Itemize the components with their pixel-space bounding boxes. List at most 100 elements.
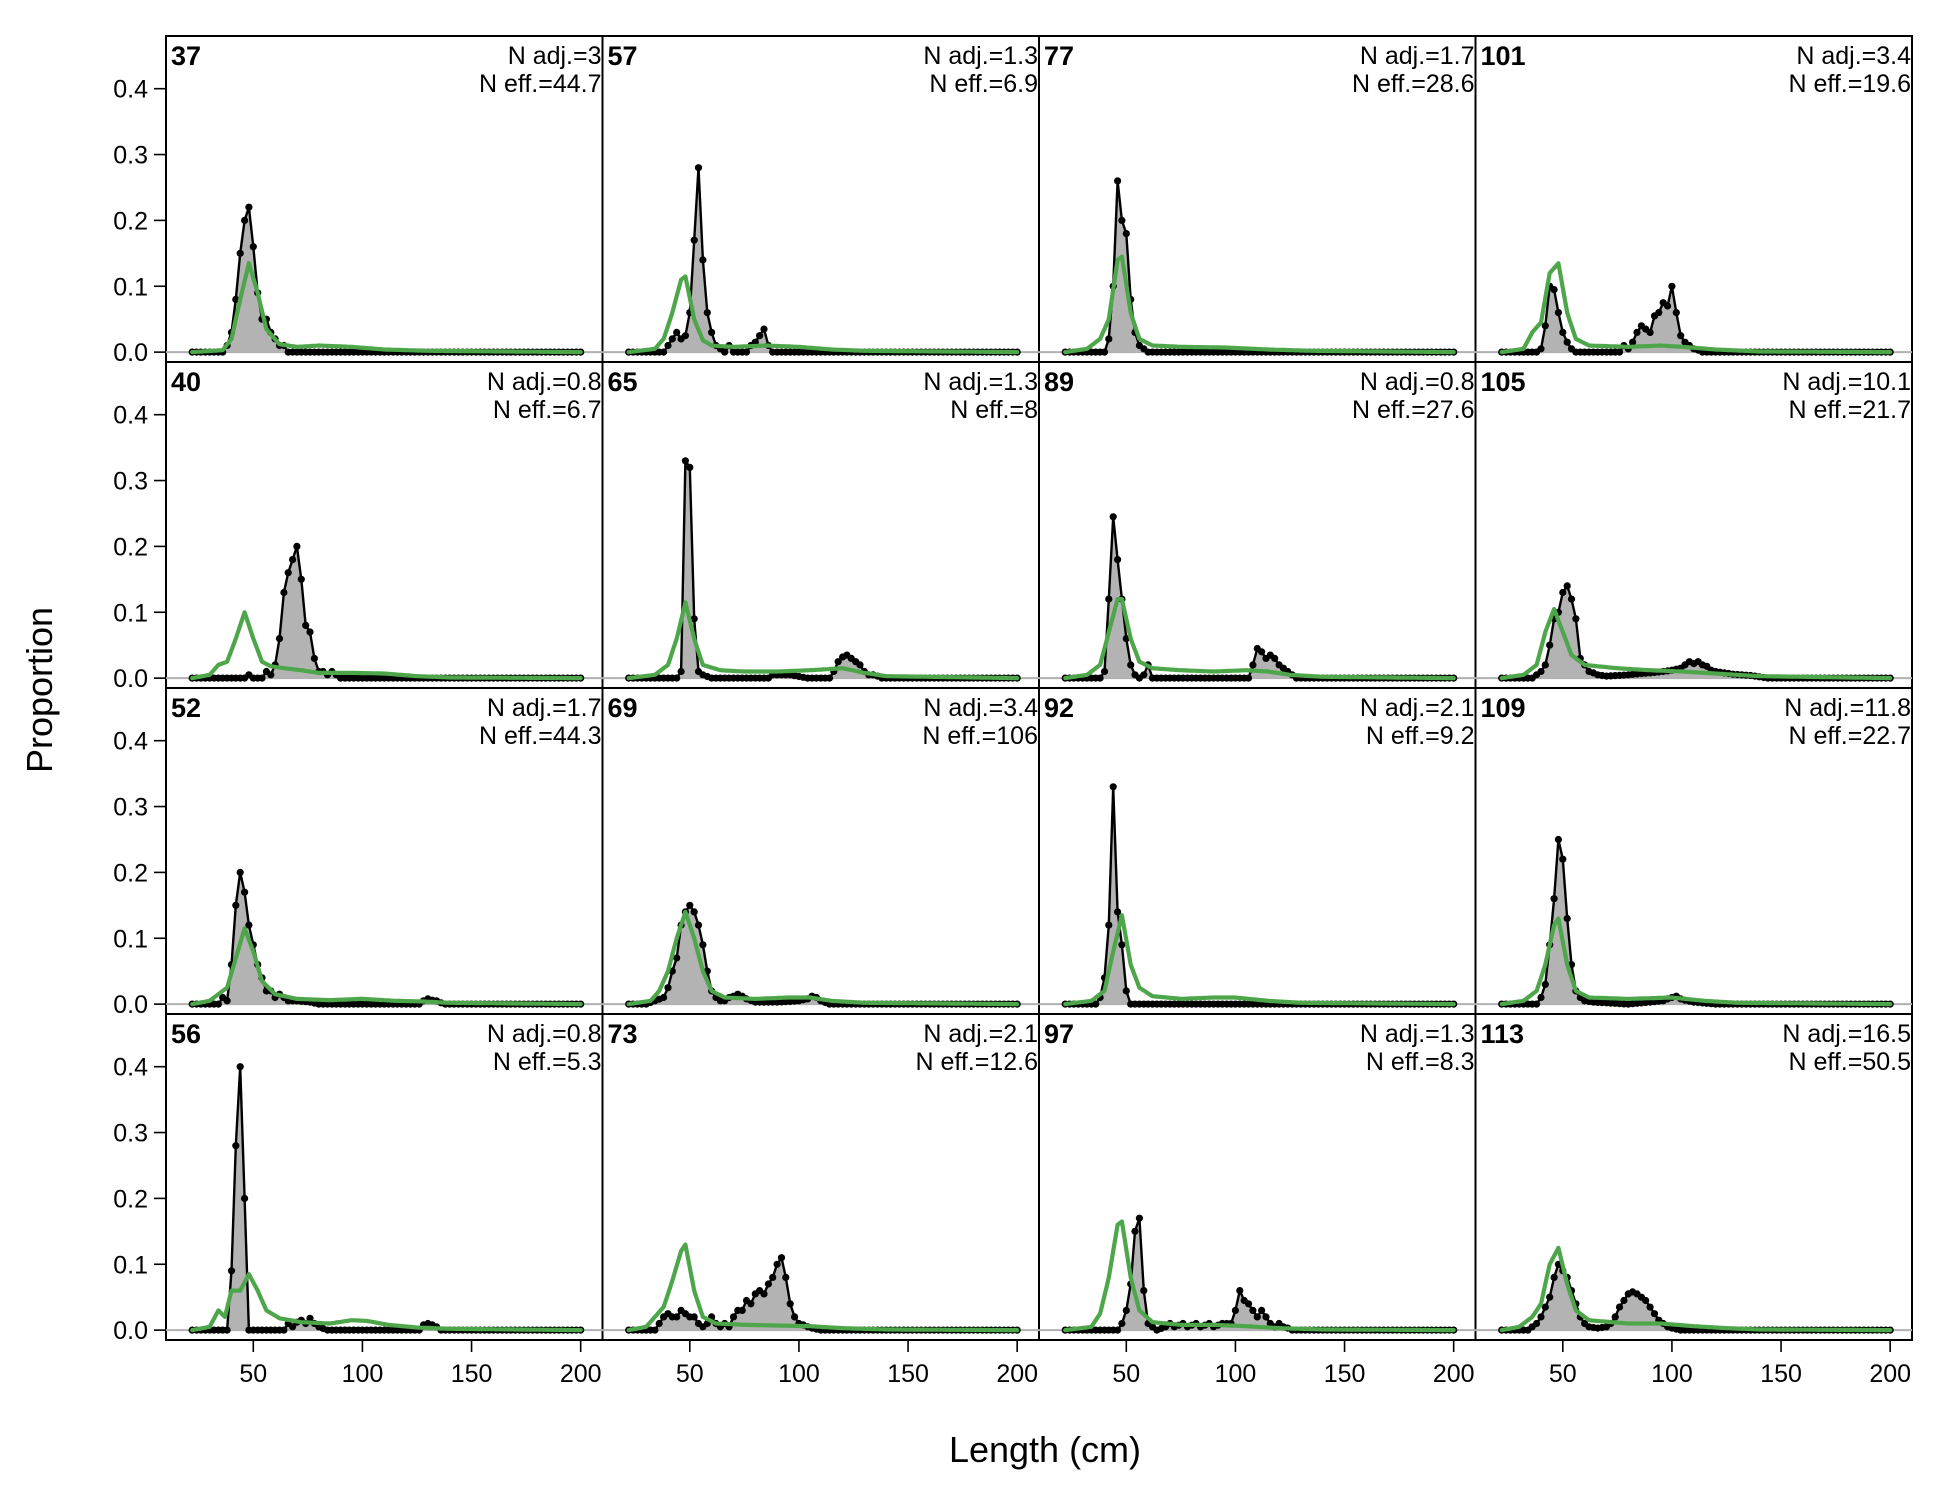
x-tick-label: 100 <box>1651 1360 1693 1388</box>
n-adj-label: N adj.=1.3 <box>923 368 1038 396</box>
y-tick-label: 0.3 <box>113 468 148 496</box>
y-tick-label: 0.4 <box>113 76 148 104</box>
observed-point <box>1537 1313 1545 1321</box>
observed-point <box>1646 1303 1654 1311</box>
observed-area <box>628 905 1018 1005</box>
panel-label: 77 <box>1044 41 1074 71</box>
panel-69: 69 N adj.=3.4N eff.=106 <box>602 693 1039 1008</box>
observed-point <box>664 341 672 350</box>
observed-point <box>1122 1306 1130 1314</box>
n-adj-label: N adj.=2.1 <box>1360 694 1475 722</box>
observed-point <box>1620 1296 1628 1305</box>
expected-line <box>1499 1245 1893 1333</box>
observed-point <box>1253 1313 1261 1321</box>
panel-label: 89 <box>1044 367 1074 397</box>
n-adj-label: N adj.=0.8 <box>1360 368 1475 396</box>
panel-89: 89 N adj.=0.8N eff.=27.6 <box>1039 367 1476 682</box>
observed-point <box>1096 674 1104 682</box>
panel-65: 65 N adj.=1.3N eff.=8 <box>602 367 1039 682</box>
x-tick-label: 50 <box>676 1360 704 1388</box>
observed-point <box>773 1260 781 1268</box>
expected-line <box>626 600 1020 681</box>
n-eff-label: N eff.=22.7 <box>1788 722 1911 750</box>
observed-point <box>1615 348 1624 356</box>
panel-40: 40 N adj.=0.8N eff.=6.7 <box>166 367 603 682</box>
panel-52: 52 N adj.=1.7N eff.=44.3 <box>166 693 603 1008</box>
observed-point <box>791 1313 799 1321</box>
x-tick-label: 150 <box>887 1360 929 1388</box>
observed-point <box>1533 1000 1541 1008</box>
y-tick-label: 0.1 <box>113 1251 148 1279</box>
expected-line <box>190 261 583 355</box>
n-eff-label: N eff.=9.2 <box>1366 722 1475 750</box>
n-adj-label: N adj.=0.8 <box>487 1020 602 1048</box>
n-eff-label: N eff.=19.6 <box>1788 70 1911 98</box>
observed-point <box>690 615 698 623</box>
observed-point <box>1118 216 1126 224</box>
observed-point <box>1127 661 1135 669</box>
observed-point <box>1650 1310 1659 1318</box>
y-tick-label: 0.1 <box>113 273 148 301</box>
expected-line <box>190 1271 583 1333</box>
observed-point <box>1563 338 1571 346</box>
observed-point <box>651 1326 659 1334</box>
expected-line <box>1499 916 1893 1007</box>
observed-point <box>1105 595 1113 603</box>
n-adj-label: N adj.=3.4 <box>923 694 1038 722</box>
observed-point <box>655 1319 663 1328</box>
observed-point <box>306 628 314 636</box>
observed-point <box>293 542 301 551</box>
observed-point <box>1249 1306 1257 1314</box>
observed-point <box>756 332 764 340</box>
panel-label: 57 <box>608 41 638 71</box>
observed-point <box>1131 1227 1139 1235</box>
observed-point <box>668 335 676 343</box>
observed-point <box>241 216 249 224</box>
y-tick-label: 0.2 <box>113 859 148 887</box>
observed-point <box>1118 1319 1126 1328</box>
n-eff-label: N eff.=21.7 <box>1788 396 1911 424</box>
observed-point <box>699 941 707 949</box>
observed-point <box>1559 328 1567 336</box>
observed-point <box>1655 309 1663 317</box>
n-eff-label: N eff.=106 <box>922 722 1038 750</box>
observed-point <box>1140 671 1148 679</box>
x-tick-label: 100 <box>778 1360 820 1388</box>
observed-area <box>192 546 581 679</box>
observed-point <box>236 868 244 877</box>
n-eff-label: N eff.=5.3 <box>493 1048 602 1076</box>
n-adj-label: N adj.=16.5 <box>1782 1020 1911 1048</box>
observed-point <box>1114 908 1122 916</box>
n-eff-label: N eff.=8 <box>950 396 1038 424</box>
observed-area <box>192 872 581 1005</box>
observed-point <box>686 463 694 471</box>
observed-point <box>1105 921 1113 929</box>
y-tick-label: 0.3 <box>113 794 148 822</box>
panel-113: 113 N adj.=16.5N eff.=50.5 <box>1475 1019 1912 1334</box>
observed-point <box>769 1273 777 1281</box>
observed-point <box>249 243 257 251</box>
observed-point <box>673 1313 681 1321</box>
observed-point <box>673 954 681 962</box>
observed-point <box>738 1306 746 1314</box>
y-tick-label: 0.2 <box>113 207 148 235</box>
panel-label: 113 <box>1481 1019 1525 1049</box>
observed-point <box>1109 513 1117 521</box>
n-eff-label: N eff.=28.6 <box>1352 70 1475 98</box>
observed-point <box>1122 635 1130 643</box>
observed-point <box>747 1300 755 1308</box>
n-adj-label: N adj.=0.8 <box>487 368 602 396</box>
observed-point <box>681 457 690 465</box>
x-tick-label: 200 <box>996 1360 1038 1388</box>
n-eff-label: N eff.=27.6 <box>1352 396 1475 424</box>
observed-point <box>223 1326 231 1334</box>
observed-point <box>1135 1214 1143 1222</box>
observed-point <box>690 1313 698 1321</box>
x-tick-label: 200 <box>1433 1360 1475 1388</box>
observed-point <box>245 203 253 211</box>
axes-layer: 0.0 0.1 0.2 0.3 0.4 0.0 0.1 0.2 0.3 0.4 0.0 0.1 0.2 0… <box>113 35 1913 1388</box>
n-adj-label: N adj.=2.1 <box>923 1020 1038 1048</box>
observed-area <box>192 1066 581 1331</box>
observed-point <box>1262 1313 1270 1321</box>
